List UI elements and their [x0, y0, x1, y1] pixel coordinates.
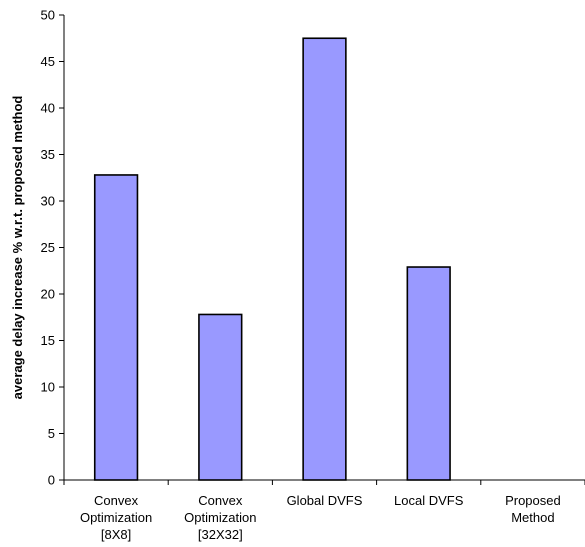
y-axis: 0 5 10 15 20 25 30 35 40 45 50 — [41, 8, 65, 488]
bar — [302, 37, 347, 481]
category-label: Global DVFS — [287, 493, 363, 508]
y-tick-label: 40 — [41, 101, 55, 116]
y-tick-label: 10 — [41, 380, 55, 395]
category-label: Convex Optimization [32X32] — [184, 493, 256, 542]
y-tick-label: 15 — [41, 333, 55, 348]
bar — [93, 174, 139, 481]
bar — [406, 266, 451, 481]
y-axis-label: average delay increase % w.r.t. proposed… — [10, 96, 25, 400]
bar — [198, 313, 243, 481]
category-label: Local DVFS — [394, 493, 464, 508]
y-tick-label: 35 — [41, 147, 55, 162]
category-labels: Convex Optimization [8X8] Convex Optimizatio… — [80, 493, 561, 542]
y-tick-label: 5 — [48, 426, 55, 441]
category-label: Proposed Method — [505, 493, 561, 525]
y-tick-label: 25 — [41, 240, 55, 255]
y-tick-label: 20 — [41, 287, 55, 302]
y-tick-label: 45 — [41, 54, 55, 69]
category-label: Convex Optimization [8X8] — [80, 493, 152, 542]
y-tick-label: 0 — [48, 473, 55, 488]
y-tick-label: 30 — [41, 194, 55, 209]
bars — [93, 37, 451, 481]
y-tick-label: 50 — [41, 8, 55, 23]
